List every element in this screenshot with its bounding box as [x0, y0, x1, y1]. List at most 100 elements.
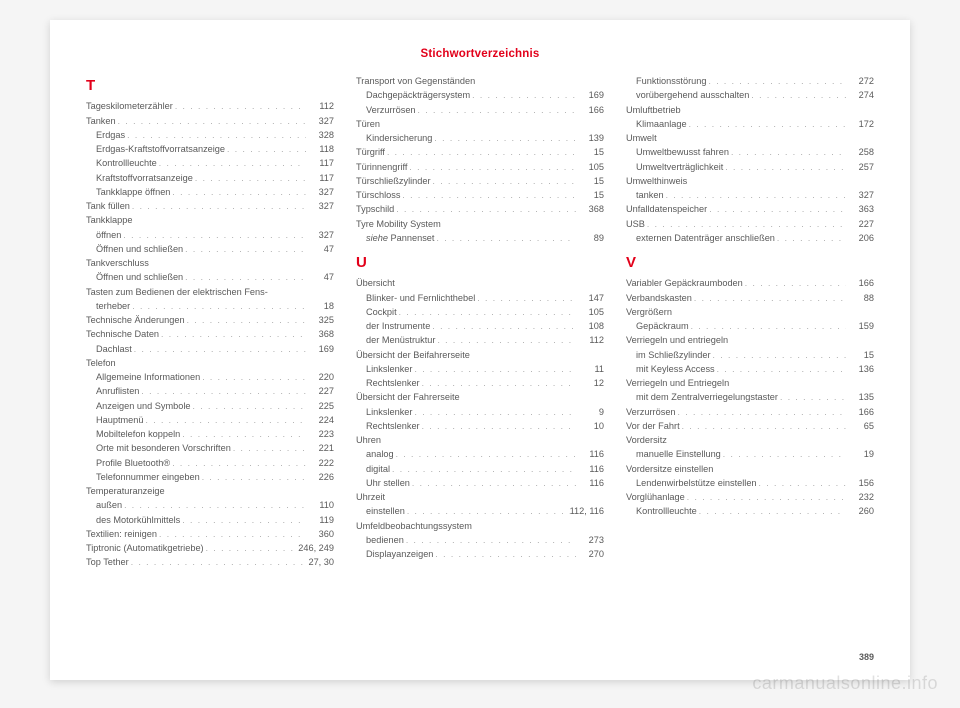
leader-dots: . . . . . . . . . . . . . . . . . . . . … — [125, 129, 306, 142]
index-subentry: manuelle Einstellung . . . . . . . . . .… — [626, 447, 874, 461]
entry-label: Telefonnummer eingeben — [96, 470, 200, 484]
leader-dots: . . . . . . . . . . . . . . . . . . . . … — [159, 328, 306, 341]
index-subentry: vorübergehend ausschalten . . . . . . . … — [626, 88, 874, 102]
entry-label: Kindersicherung — [366, 131, 432, 145]
entry-label: externen Datenträger anschließen — [636, 231, 775, 245]
index-subentry: Mobiltelefon koppeln . . . . . . . . . .… — [86, 427, 334, 441]
index-subentry: digital . . . . . . . . . . . . . . . . … — [356, 462, 604, 476]
entry-page: 223 — [306, 427, 334, 441]
leader-dots: . . . . . . . . . . . . . . . . . . . . … — [183, 243, 306, 256]
leader-dots: . . . . . . . . . . . . . . . . . . . . … — [407, 161, 576, 174]
entry-page: 117 — [306, 156, 334, 170]
index-subentry: analog . . . . . . . . . . . . . . . . .… — [356, 447, 604, 461]
entry-page: 105 — [576, 305, 604, 319]
entry-label: Kraftstoffvorratsanzeige — [96, 171, 193, 185]
entry-label: digital — [366, 462, 390, 476]
index-subentry: Kraftstoffvorratsanzeige . . . . . . . .… — [86, 171, 334, 185]
entry-label: Linkslenker — [366, 362, 412, 376]
page-number: 389 — [86, 652, 874, 662]
index-subentry: Öffnen und schließen . . . . . . . . . .… — [86, 242, 334, 256]
leader-dots: . . . . . . . . . . . . . . . . . . . . … — [664, 189, 846, 202]
index-entry: Vorglühanlage . . . . . . . . . . . . . … — [626, 490, 874, 504]
entry-label: Übersicht der Beifahrerseite — [356, 348, 470, 362]
entry-label: Lendenwirbelstütze einstellen — [636, 476, 757, 490]
index-column-2: Transport von GegenständenDachgepäckträg… — [356, 74, 604, 648]
leader-dots: . . . . . . . . . . . . . . . . . . . . … — [180, 514, 306, 527]
index-entry: Umfeldbeobachtungssystem — [356, 519, 604, 533]
entry-label: Erdgas-Kraftstoffvorratsanzeige — [96, 142, 225, 156]
entry-page: 19 — [846, 447, 874, 461]
entry-label: Verzurrösen — [366, 103, 416, 117]
index-subentry: mit Keyless Access . . . . . . . . . . .… — [626, 362, 874, 376]
entry-label: Vordersitz — [626, 433, 667, 447]
leader-dots: . . . . . . . . . . . . . . . . . . . . … — [723, 161, 846, 174]
entry-label: Uhrzeit — [356, 490, 385, 504]
entry-label: mit dem Zentralverriegelungstaster — [636, 390, 778, 404]
entry-label: Telefon — [86, 356, 116, 370]
leader-dots: . . . . . . . . . . . . . . . . . . . . … — [130, 200, 306, 213]
entry-label: Hauptmenü — [96, 413, 144, 427]
index-subentry: Linkslenker . . . . . . . . . . . . . . … — [356, 405, 604, 419]
index-subentry: Gepäckraum . . . . . . . . . . . . . . .… — [626, 319, 874, 333]
index-subentry: Anruflisten . . . . . . . . . . . . . . … — [86, 384, 334, 398]
entry-label: Tank füllen — [86, 199, 130, 213]
entry-page: 139 — [576, 131, 604, 145]
entry-label: Verriegeln und Entriegeln — [626, 376, 729, 390]
entry-page: 232 — [846, 490, 874, 504]
leader-dots: . . . . . . . . . . . . . . . . . . . . … — [430, 320, 576, 333]
leader-dots: . . . . . . . . . . . . . . . . . . . . … — [420, 377, 576, 390]
entry-page: 159 — [846, 319, 874, 333]
entry-page: 272 — [846, 74, 874, 88]
manual-page: Stichwortverzeichnis TTageskilometerzähl… — [50, 20, 910, 680]
entry-page: 327 — [306, 185, 334, 199]
entry-page: 225 — [306, 399, 334, 413]
entry-page: 246, 249 — [298, 541, 334, 555]
entry-page: 10 — [576, 419, 604, 433]
index-subentry: Erdgas . . . . . . . . . . . . . . . . .… — [86, 128, 334, 142]
entry-label: Vorglühanlage — [626, 490, 685, 504]
leader-dots: . . . . . . . . . . . . . . . . . . . . … — [775, 232, 846, 245]
index-subentry: Allgemeine Informationen . . . . . . . .… — [86, 370, 334, 384]
entry-page: 273 — [576, 533, 604, 547]
entry-page: 327 — [306, 228, 334, 242]
leader-dots: . . . . . . . . . . . . . . . . . . . . … — [729, 146, 846, 159]
entry-label: Cockpit — [366, 305, 397, 319]
index-subentry: siehe Pannenset . . . . . . . . . . . . … — [356, 231, 604, 245]
entry-page: 47 — [306, 242, 334, 256]
entry-page: 116 — [576, 462, 604, 476]
entry-page: 166 — [846, 405, 874, 419]
entry-label: Umweltverträglichkeit — [636, 160, 723, 174]
entry-page: 172 — [846, 117, 874, 131]
entry-label: Tanken — [86, 114, 116, 128]
leader-dots: . . . . . . . . . . . . . . . . . . . . … — [157, 157, 306, 170]
entry-page: 119 — [306, 513, 334, 527]
entry-label: Verbandskasten — [626, 291, 692, 305]
entry-page: 108 — [576, 319, 604, 333]
entry-label: Typschild — [356, 202, 394, 216]
leader-dots: . . . . . . . . . . . . . . . . . . . . … — [431, 175, 576, 188]
entry-label: Funktionsstörung — [636, 74, 706, 88]
entry-page: 136 — [846, 362, 874, 376]
index-entry: Temperaturanzeige — [86, 484, 334, 498]
leader-dots: . . . . . . . . . . . . . . . . . . . . … — [711, 349, 846, 362]
leader-dots: . . . . . . . . . . . . . . . . . . . . … — [475, 292, 576, 305]
entry-label: Umwelthinweis — [626, 174, 687, 188]
entry-page: 169 — [306, 342, 334, 356]
entry-label: Vordersitze einstellen — [626, 462, 713, 476]
entry-label: USB — [626, 217, 645, 231]
index-subentry: Funktionsstörung . . . . . . . . . . . .… — [626, 74, 874, 88]
entry-page: 166 — [576, 103, 604, 117]
index-columns: TTageskilometerzähler . . . . . . . . . … — [86, 74, 874, 648]
entry-page: 15 — [576, 145, 604, 159]
leader-dots: . . . . . . . . . . . . . . . . . . . . … — [715, 363, 846, 376]
leader-dots: . . . . . . . . . . . . . . . . . . . . … — [470, 89, 576, 102]
index-subentry: externen Datenträger anschließen . . . .… — [626, 231, 874, 245]
entry-label: Tankverschluss — [86, 256, 149, 270]
index-entry: Verriegeln und entriegeln — [626, 333, 874, 347]
index-subentry: der Instrumente . . . . . . . . . . . . … — [356, 319, 604, 333]
entry-label: Umluftbetrieb — [626, 103, 681, 117]
entry-label: Mobiltelefon koppeln — [96, 427, 180, 441]
entry-label: Temperaturanzeige — [86, 484, 165, 498]
entry-page: 258 — [846, 145, 874, 159]
entry-page: 220 — [306, 370, 334, 384]
